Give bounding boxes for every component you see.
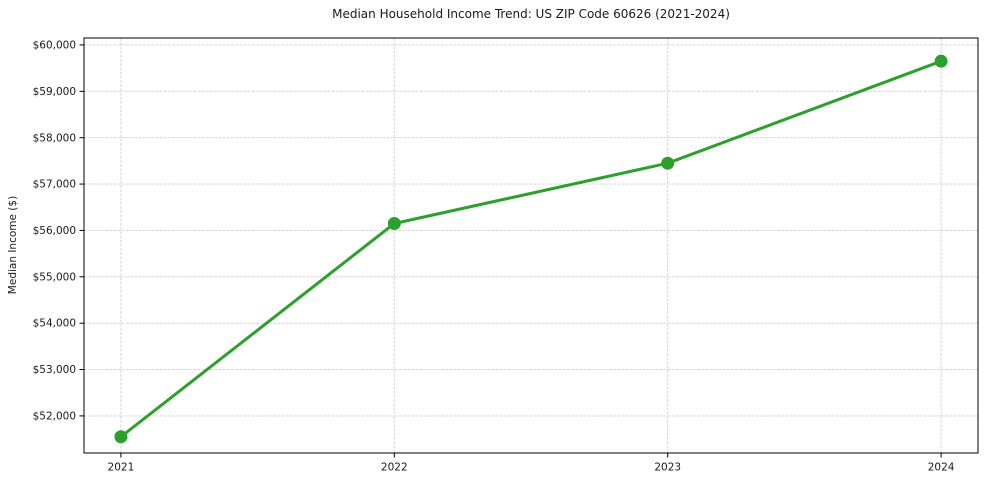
income-trend-line <box>119 59 943 439</box>
y-tick-label: $57,000 <box>33 179 76 191</box>
y-tick-label: $59,000 <box>33 86 76 98</box>
y-tick-label: $58,000 <box>33 132 76 144</box>
y-tick-label: $53,000 <box>33 364 76 376</box>
y-tick-label: $52,000 <box>33 410 76 422</box>
y-tick-label: $55,000 <box>33 271 76 283</box>
x-tick-label: 2024 <box>928 462 955 474</box>
axes-spines <box>83 37 979 454</box>
data-point-2022 <box>387 216 401 230</box>
chart-title: Median Household Income Trend: US ZIP Co… <box>332 7 730 21</box>
data-point-2024 <box>934 54 948 68</box>
x-tick-label: 2021 <box>108 462 135 474</box>
data-point-2021 <box>114 430 128 444</box>
x-tick-label: 2023 <box>654 462 681 474</box>
y-tick-label: $56,000 <box>33 225 76 237</box>
y-tick-label: $54,000 <box>33 318 76 330</box>
x-tick-label: 2022 <box>381 462 408 474</box>
data-point-2023 <box>661 156 675 170</box>
y-tick-label: $60,000 <box>33 40 76 52</box>
